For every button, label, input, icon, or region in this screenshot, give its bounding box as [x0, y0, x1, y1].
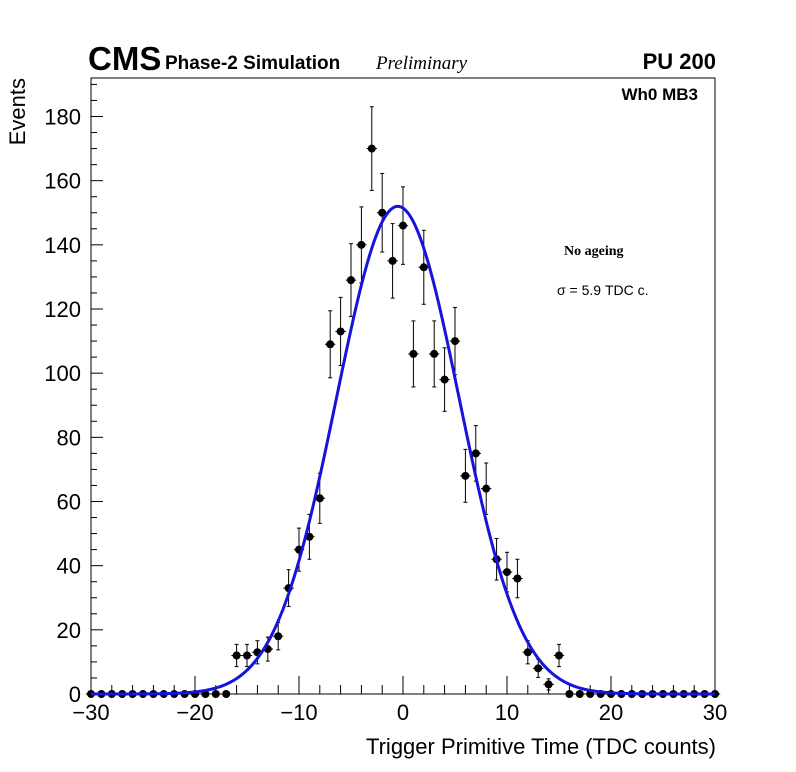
data-point: [221, 690, 232, 698]
cms-logo: CMS: [88, 40, 161, 77]
x-tick-label: 30: [703, 700, 727, 725]
data-point: [533, 658, 544, 678]
x-tick-label: −10: [280, 700, 317, 725]
data-point: [325, 310, 336, 379]
y-axis: 0 20 40 60 80 100 120 140 160 180: [44, 83, 103, 707]
y-tick-label: 60: [57, 490, 81, 515]
x-axis-title: Trigger Primitive Time (TDC counts): [366, 734, 716, 759]
data-point: [512, 558, 523, 599]
x-tick-label: −20: [176, 700, 213, 725]
chamber-label: Wh0 MB3: [622, 85, 699, 104]
data-point: [543, 678, 554, 691]
x-tick-label: −30: [72, 700, 109, 725]
data-point: [449, 306, 461, 376]
data-point: [564, 690, 575, 698]
gaussian-fit-line: [91, 204, 715, 696]
y-tick-label: 40: [57, 554, 81, 579]
sigma-label: σ = 5.9 TDC c.: [557, 282, 649, 298]
data-point: [273, 622, 284, 651]
condition-label: No ageing: [564, 244, 624, 259]
data-point: [439, 347, 450, 412]
data-point: [553, 643, 565, 668]
data-point: [231, 643, 242, 668]
x-tick-label: 0: [397, 700, 409, 725]
simulation-label: Phase-2 Simulation: [165, 53, 340, 74]
data-point: [574, 690, 585, 698]
y-tick-label: 180: [44, 105, 81, 130]
y-tick-label: 140: [44, 233, 81, 258]
y-tick-label: 20: [57, 618, 81, 643]
data-point: [481, 462, 492, 515]
data-point: [241, 643, 253, 668]
data-point: [210, 690, 221, 698]
data-point: [501, 551, 513, 593]
data-point: [366, 106, 377, 191]
y-tick-label: 100: [44, 361, 81, 386]
y-tick-label: 0: [69, 682, 81, 707]
plot-frame: [90, 77, 716, 695]
pileup-label: PU 200: [643, 49, 716, 74]
data-point: [387, 223, 398, 299]
data-point: [345, 243, 357, 318]
data-points: [85, 106, 721, 698]
y-tick-label: 160: [44, 169, 81, 194]
data-point: [460, 448, 471, 503]
y-tick-label: 120: [44, 297, 81, 322]
data-point: [429, 320, 440, 388]
x-axis: −30 −20 −10 0 10 20 30: [72, 676, 727, 725]
x-tick-label: 20: [599, 700, 623, 725]
preliminary-label: Preliminary: [375, 53, 468, 74]
y-tick-label: 80: [57, 425, 81, 450]
data-point: [397, 186, 409, 265]
x-tick-label: 10: [495, 700, 519, 725]
data-point: [408, 320, 419, 388]
data-point: [377, 172, 388, 253]
y-axis-title: Events: [5, 78, 30, 145]
data-point: [335, 296, 346, 367]
data-point: [418, 229, 429, 305]
